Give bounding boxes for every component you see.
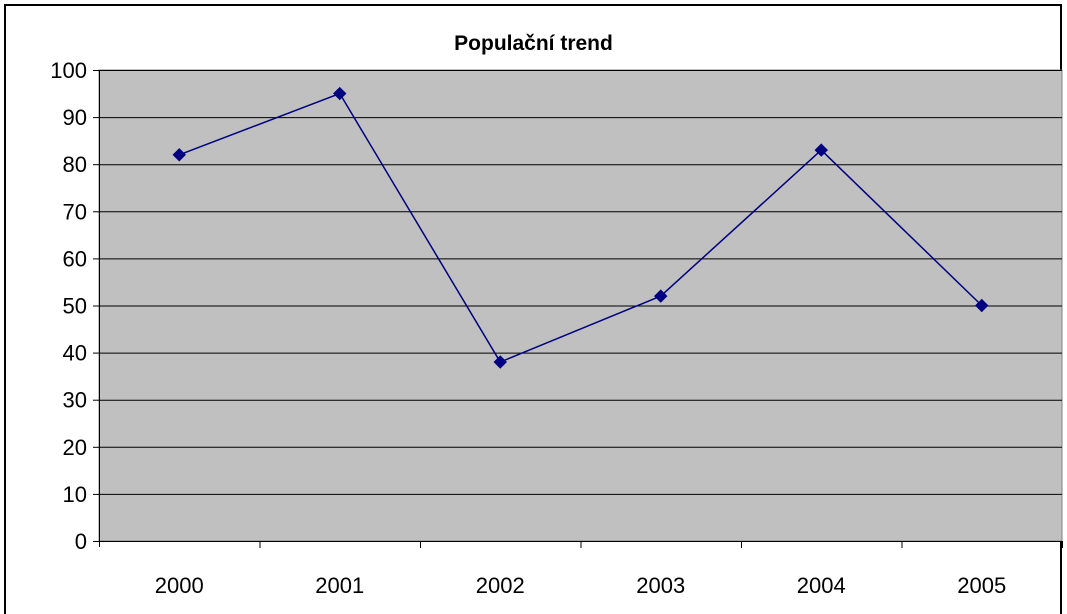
y-tick-label: 60 [63,246,87,271]
y-tick-label: 50 [63,294,87,319]
data-point-marker [172,148,186,162]
y-tick-label: 100 [50,58,87,83]
y-tick-label: 70 [63,199,87,224]
gridlines [99,70,1062,495]
x-tick-label: 2000 [155,573,204,598]
x-tick-label: 2002 [476,573,525,598]
y-tick-label: 30 [63,388,87,413]
series-layer [172,86,989,369]
x-tick-label: 2001 [315,573,364,598]
y-tick-labels: 0 10 20 30 40 50 60 70 80 90 100 [50,58,87,554]
chart-title: Populační trend [454,32,613,55]
x-tick-label: 2004 [797,573,846,598]
data-point-marker [493,355,507,369]
y-tick-label: 20 [63,435,87,460]
series-line [178,92,983,363]
data-point-marker [814,143,828,157]
y-tick-label: 80 [63,152,87,177]
data-point-marker [975,298,989,313]
y-tick-label: 40 [63,341,87,366]
x-tick-label: 2003 [636,573,685,598]
x-tick-labels: 2000 2001 2002 2003 2004 2005 [155,573,1006,598]
x-tick-label: 2005 [957,573,1006,598]
y-tick-label: 90 [63,105,87,130]
data-point-marker [654,289,668,303]
y-tick-label: 10 [63,482,87,507]
y-tick-label: 0 [75,529,87,554]
axes [93,70,1063,548]
data-point-marker [333,86,347,101]
